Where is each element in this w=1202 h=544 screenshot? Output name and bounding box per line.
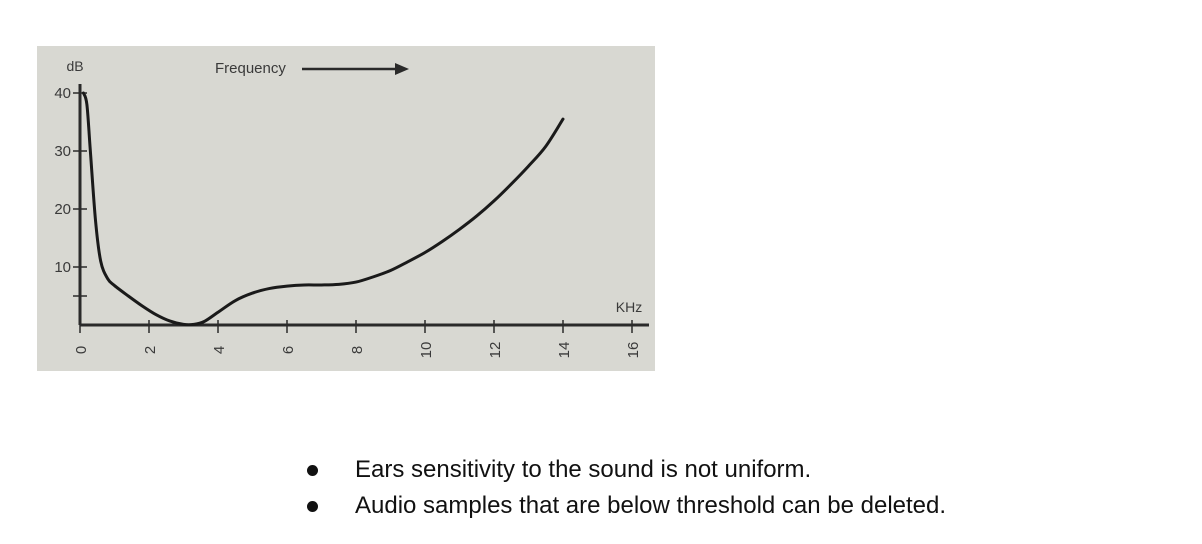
y-tick-label: 20 bbox=[54, 201, 71, 218]
threshold-chart: 0 2 4 6 8 10 12 14 16 10 20 30 40 dB KHz Frequency bbox=[37, 46, 655, 371]
bullet-item: Ears sensitivity to the sound is not uni… bbox=[300, 452, 946, 488]
frequency-arrow-icon bbox=[395, 63, 409, 75]
chart-background bbox=[37, 46, 655, 371]
x-tick-label: 8 bbox=[349, 346, 366, 354]
y-tick-label: 40 bbox=[54, 85, 71, 102]
y-tick-label: 30 bbox=[54, 143, 71, 160]
frequency-annotation: Frequency bbox=[215, 60, 286, 77]
x-tick-label: 14 bbox=[556, 342, 573, 359]
x-tick-label: 12 bbox=[487, 342, 504, 359]
y-axis-unit: dB bbox=[66, 58, 83, 74]
x-tick-label: 4 bbox=[211, 346, 228, 354]
threshold-curve bbox=[81, 91, 565, 327]
x-tick-label: 0 bbox=[73, 346, 90, 354]
x-tick-label: 16 bbox=[625, 342, 642, 359]
bullet-item: Audio samples that are below threshold c… bbox=[300, 488, 946, 524]
x-axis-unit: KHz bbox=[616, 299, 642, 315]
hearing-threshold-figure: 0 2 4 6 8 10 12 14 16 10 20 30 40 dB KHz Frequency bbox=[37, 46, 655, 371]
bullet-dot-icon bbox=[307, 465, 318, 476]
bullet-text: Ears sensitivity to the sound is not uni… bbox=[355, 456, 812, 483]
bullet-list: Ears sensitivity to the sound is not uni… bbox=[300, 452, 946, 524]
x-tick-label: 10 bbox=[418, 342, 435, 359]
y-tick-label: 10 bbox=[54, 259, 71, 276]
bullet-text: Audio samples that are below threshold c… bbox=[355, 492, 947, 519]
bullet-dot-icon bbox=[307, 501, 318, 512]
x-tick-label: 6 bbox=[280, 346, 297, 354]
x-tick-label: 2 bbox=[142, 346, 159, 354]
